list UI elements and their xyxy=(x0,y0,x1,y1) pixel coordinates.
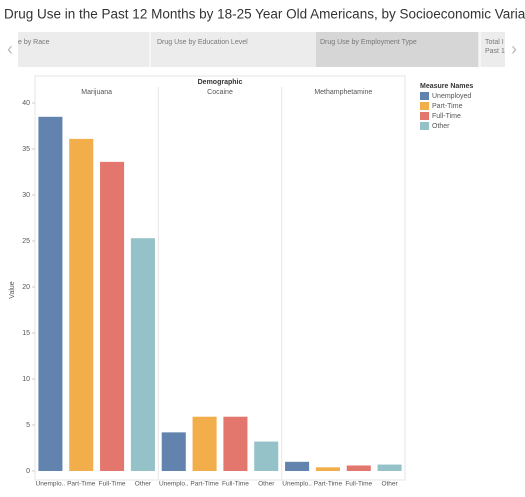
x-tick-label: Part-Time xyxy=(314,481,343,488)
bar xyxy=(38,116,63,472)
bar xyxy=(192,416,217,471)
legend-swatch xyxy=(420,122,429,130)
x-tick-label: Part-Time xyxy=(67,481,96,488)
x-tick-label: Full-Time xyxy=(99,481,126,488)
legend-label: Other xyxy=(432,123,450,130)
facet-label: Cocaine xyxy=(207,89,233,96)
x-tick-label: Other xyxy=(135,481,152,488)
facet-label: Methamphetamine xyxy=(314,89,372,96)
bar xyxy=(315,467,340,471)
x-tick-label: Full-Time xyxy=(222,481,249,488)
dashboard-title: Drug Use in the Past 12 Months by 18-25 … xyxy=(4,7,525,22)
legend-title: Measure Names xyxy=(420,83,473,90)
prev-arrow[interactable]: ‹ xyxy=(7,39,13,59)
y-tick-label: 35 xyxy=(22,146,30,153)
x-tick-label: Other xyxy=(381,481,398,488)
bar xyxy=(69,138,94,471)
legend-label: Unemployed xyxy=(432,93,471,100)
next-arrow[interactable]: › xyxy=(511,39,517,59)
y-tick-label: 20 xyxy=(22,284,30,291)
legend-label: Full-Time xyxy=(432,113,461,120)
y-tick-label: 30 xyxy=(22,192,30,199)
tab[interactable]: Drug Use by Education Level xyxy=(157,39,248,46)
bar xyxy=(100,161,125,471)
x-tick-label: Part-Time xyxy=(190,481,219,488)
y-tick-label: 10 xyxy=(22,376,30,383)
y-tick-label: 40 xyxy=(22,100,30,107)
tab[interactable]: Past 1 xyxy=(485,48,505,55)
bar xyxy=(223,416,248,471)
bar xyxy=(161,432,186,471)
y-tick-label: 15 xyxy=(22,330,30,337)
facet-header: Demographic xyxy=(198,79,243,86)
bar xyxy=(377,464,402,471)
y-tick-label: 25 xyxy=(22,238,30,245)
legend-label: Part-Time xyxy=(432,103,463,110)
x-tick-label: Full-Time xyxy=(345,481,372,488)
legend-swatch xyxy=(420,112,429,120)
legend-swatch xyxy=(420,92,429,100)
x-tick-label: Unemplo.. xyxy=(282,481,312,488)
x-tick-label: Other xyxy=(258,481,275,488)
tab[interactable]: e by Race xyxy=(18,39,50,46)
facet-label: Marijuana xyxy=(81,89,112,96)
y-axis-label: Value xyxy=(9,281,16,298)
legend-swatch xyxy=(420,102,429,110)
tab[interactable]: Total I xyxy=(485,39,504,46)
x-tick-label: Unemplo.. xyxy=(159,481,189,488)
chart-frame xyxy=(34,75,406,481)
y-tick-label: 5 xyxy=(26,422,30,429)
y-tick-label: 0 xyxy=(26,468,30,475)
selected-tab[interactable] xyxy=(316,32,478,67)
bar xyxy=(130,238,155,471)
bar xyxy=(254,441,279,471)
x-tick-label: Unemplo.. xyxy=(36,481,66,488)
bar xyxy=(346,465,371,471)
tab[interactable]: Drug Use by Employment Type xyxy=(320,39,417,46)
bar xyxy=(285,461,310,471)
